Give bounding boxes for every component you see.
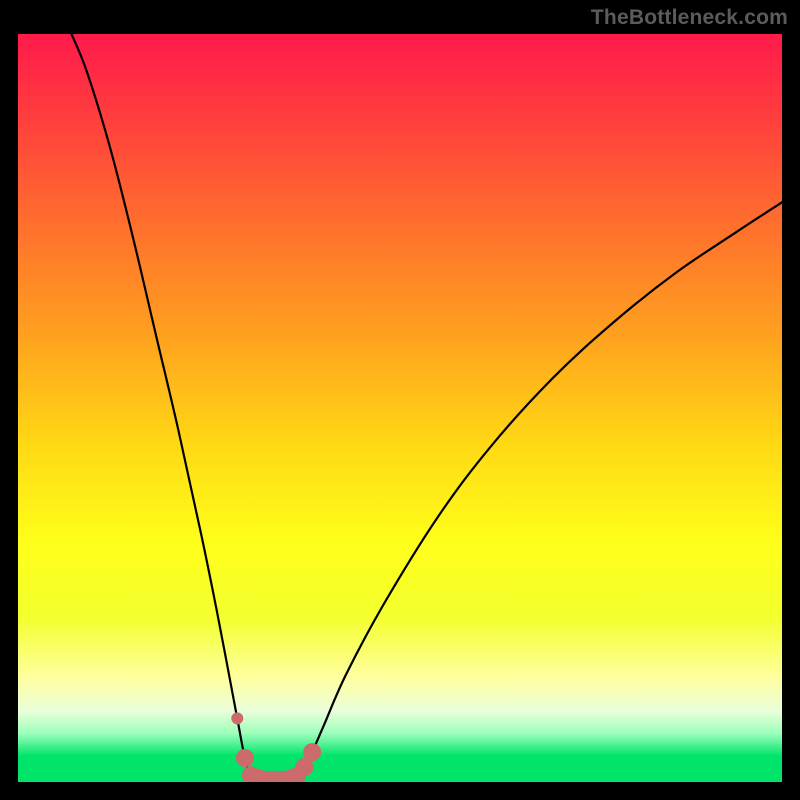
plot-area [18, 34, 782, 782]
chart-frame: TheBottleneck.com [0, 0, 800, 800]
curve-layer [18, 34, 782, 782]
bottleneck-curve [71, 34, 782, 781]
curve-marker [304, 744, 321, 761]
curve-marker [296, 759, 313, 776]
curve-marker [236, 750, 253, 767]
curve-marker [232, 713, 243, 724]
watermark-text: TheBottleneck.com [591, 6, 788, 30]
